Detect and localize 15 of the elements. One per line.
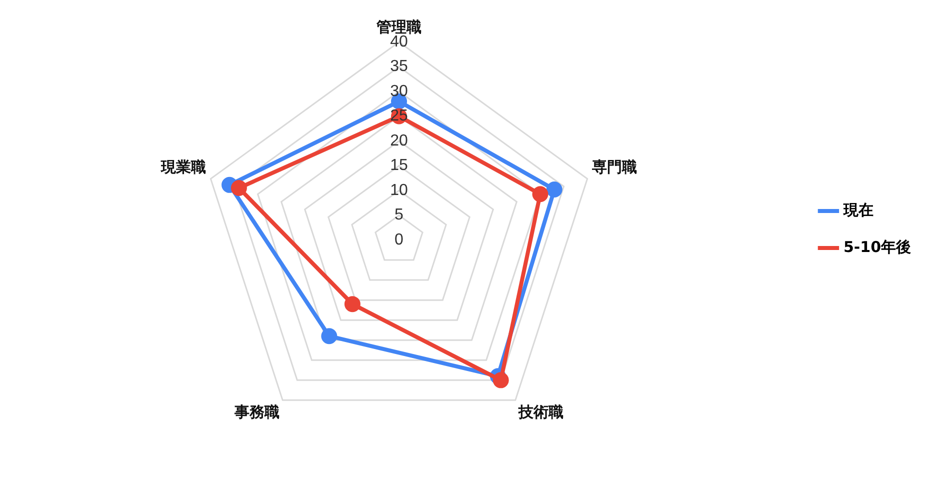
spoke-label: 専門職 (591, 158, 638, 176)
y-tick-label: 15 (390, 157, 408, 174)
legend-label: 5-10年後 (843, 238, 912, 256)
y-tick-label: 10 (390, 182, 408, 199)
legend-label: 現在 (842, 200, 874, 219)
spoke-label: 事務職 (234, 403, 280, 422)
spoke-label: 現業職 (160, 158, 206, 176)
y-tick-label: 20 (390, 132, 408, 150)
y-tick-label: 5 (394, 206, 404, 224)
y-tick-label: 40 (390, 33, 408, 50)
y-tick-label: 25 (390, 108, 408, 125)
y-tick-label: 35 (390, 58, 408, 76)
spoke-label: 管理職 (376, 18, 422, 36)
y-tick-label: 0 (394, 231, 404, 248)
spoke-label: 技術職 (517, 403, 564, 422)
